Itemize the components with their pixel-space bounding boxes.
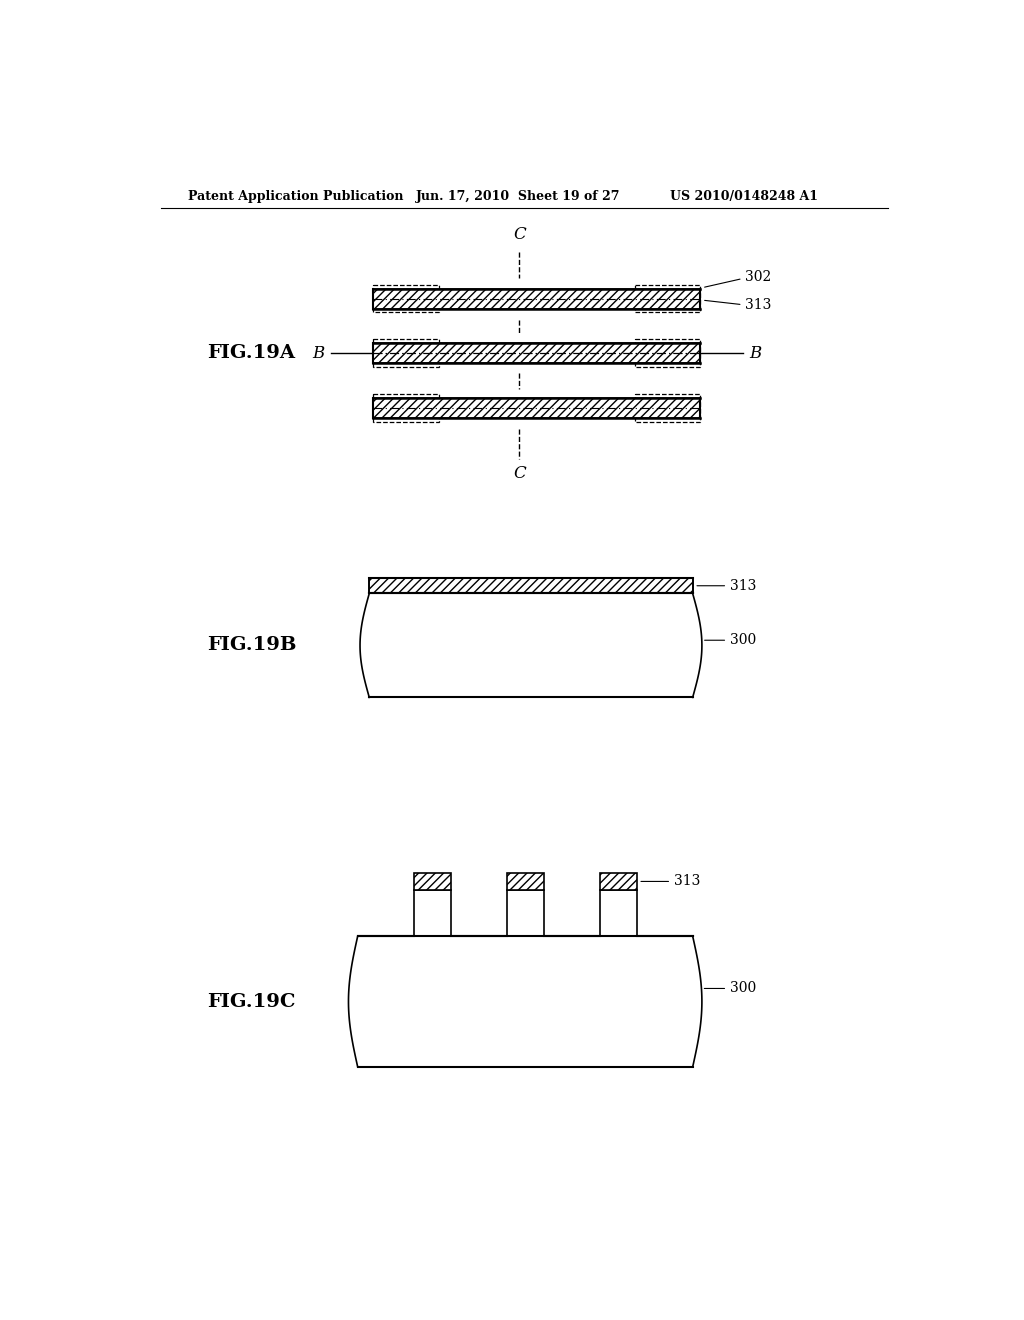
Text: B: B — [749, 345, 761, 362]
Bar — [507, 873, 544, 890]
Bar — [507, 890, 544, 936]
Bar — [373, 395, 438, 422]
Text: C: C — [513, 226, 525, 243]
Text: 313: 313 — [745, 298, 771, 312]
Text: 300: 300 — [730, 982, 756, 995]
Bar — [635, 339, 700, 367]
Bar — [373, 285, 438, 313]
Bar — [600, 890, 637, 936]
Text: B: B — [312, 345, 325, 362]
Bar — [373, 339, 438, 367]
Bar — [635, 285, 700, 313]
Text: C: C — [513, 465, 525, 482]
Bar — [373, 343, 700, 363]
Bar — [635, 395, 700, 422]
Text: FIG.19C: FIG.19C — [208, 993, 296, 1011]
Text: FIG.19A: FIG.19A — [208, 345, 296, 362]
Bar — [414, 890, 451, 936]
Text: 313: 313 — [730, 578, 756, 593]
Bar — [373, 397, 700, 418]
Bar — [414, 873, 451, 890]
Bar — [373, 289, 700, 309]
Bar — [600, 873, 637, 890]
Text: Patent Application Publication: Patent Application Publication — [188, 190, 403, 203]
Bar — [370, 578, 692, 594]
Text: US 2010/0148248 A1: US 2010/0148248 A1 — [670, 190, 817, 203]
Text: 313: 313 — [674, 874, 700, 888]
Text: 300: 300 — [730, 634, 756, 647]
Text: Jun. 17, 2010  Sheet 19 of 27: Jun. 17, 2010 Sheet 19 of 27 — [416, 190, 620, 203]
Text: 302: 302 — [745, 271, 771, 284]
Text: FIG.19B: FIG.19B — [208, 636, 297, 655]
